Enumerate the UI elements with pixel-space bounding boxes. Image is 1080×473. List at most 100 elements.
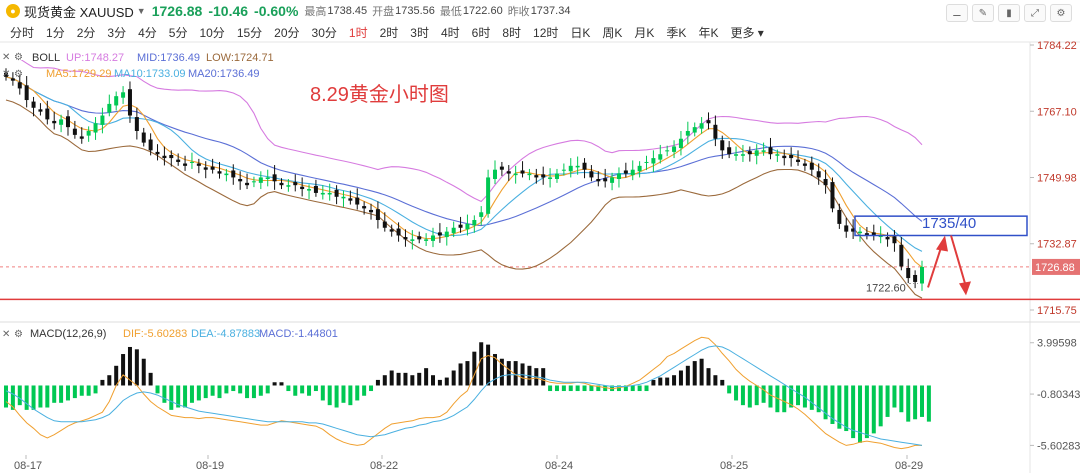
macd-bar-67 [465, 361, 470, 386]
macd-bar-22 [155, 385, 160, 394]
draw-icon[interactable]: ✎ [972, 4, 994, 22]
x-tick-label-5: 08-29 [895, 460, 923, 472]
tab-timeframe-2[interactable]: 2分 [76, 25, 96, 40]
tab-timeframe-8[interactable]: 20分 [274, 25, 300, 40]
macd-bar-121 [837, 385, 842, 429]
tab-timeframe-15[interactable]: 8时 [502, 25, 522, 40]
chart-type-icon[interactable]: ▮ [998, 4, 1020, 22]
candle-body-23 [162, 155, 167, 159]
candle-body-5 [38, 109, 43, 112]
tab-timeframe-20[interactable]: 季K [666, 25, 687, 40]
tab-timeframe-6[interactable]: 10分 [199, 25, 225, 40]
macd-bar-45 [313, 385, 318, 392]
tab-timeframe-7[interactable]: 15分 [236, 25, 263, 40]
macd-bar-132 [913, 385, 918, 420]
macd-bar-123 [851, 385, 856, 439]
candle-body-57 [396, 228, 401, 236]
macd-bar-33 [231, 385, 236, 392]
macd-bar-48 [334, 385, 339, 408]
candle-body-69 [479, 212, 484, 217]
candle-body-30 [210, 166, 215, 170]
macd-bar-124 [858, 385, 863, 443]
macd-bar-28 [196, 385, 201, 401]
macd-bar-60 [417, 372, 422, 386]
macd-bar-65 [451, 370, 456, 386]
current-price-label: 1726.88 [1035, 262, 1075, 274]
macd-bar-102 [706, 368, 711, 386]
chevron-down-icon[interactable]: ▼ [136, 6, 146, 16]
candle-body-35 [245, 182, 250, 186]
macd-bar-66 [458, 363, 463, 386]
fullscreen-icon[interactable]: ⤢ [1024, 4, 1046, 22]
tab-timeframe-1[interactable]: 1分 [46, 25, 65, 40]
boll-upper-line [5, 53, 923, 203]
macd-bar-24 [169, 385, 174, 410]
tab-timeframe-16[interactable]: 12时 [533, 25, 559, 40]
candle-body-42 [293, 182, 298, 186]
macd-bar-85 [589, 385, 594, 392]
macd-bar-34 [238, 385, 243, 394]
candle-body-113 [782, 155, 787, 159]
candle-body-26 [183, 163, 188, 166]
tab-timeframe-17[interactable]: 日K [570, 25, 591, 40]
tab-timeframe-13[interactable]: 4时 [440, 25, 460, 40]
candle-body-48 [334, 189, 339, 197]
tab-timeframe-14[interactable]: 6时 [471, 25, 491, 40]
macd-bar-15 [107, 375, 112, 386]
macd-settings-icon: ⚙ [14, 329, 23, 340]
candle-body-61 [424, 239, 429, 241]
chart-annotation-title: 8.29黄金小时图 [310, 83, 449, 106]
candle-body-74 [513, 173, 518, 176]
tab-timeframe-11[interactable]: 2时 [379, 25, 399, 40]
x-tick-label-2: 08-22 [370, 460, 398, 472]
macd-bar-40 [279, 382, 284, 386]
symbol-name[interactable]: 现货黄金 XAUUSD [24, 4, 134, 20]
settings-icon[interactable]: ⚙ [1050, 4, 1072, 22]
candle-body-9 [65, 116, 70, 128]
macd-bar-119 [823, 385, 828, 420]
macd-bar-25 [176, 385, 181, 408]
tab-timeframe-19[interactable]: 月K [634, 25, 655, 40]
boll-legend-up: UP:1748.27 [66, 52, 124, 64]
macd-bar-110 [761, 385, 766, 403]
tab-timeframe-0[interactable]: 分时 [10, 25, 35, 40]
macd-bar-81 [561, 385, 566, 392]
tab-timeframe-9[interactable]: 30分 [311, 25, 337, 40]
tab-timeframe-22[interactable]: 更多 ▾ [730, 25, 764, 40]
candle-body-1 [10, 78, 15, 81]
macd-bar-29 [203, 385, 208, 399]
macd-bar-87 [603, 385, 608, 392]
boll-legend-mid: MID:1736.49 [137, 52, 200, 64]
quote-header: ● 现货黄金 XAUUSD ▼ 1726.88 -10.46 -0.60% 最高… [0, 0, 1080, 22]
candle-body-93 [644, 161, 649, 163]
candle-body-132 [913, 274, 918, 282]
tab-timeframe-21[interactable]: 年K [698, 25, 719, 40]
indicator-icon[interactable]: ⚊ [946, 4, 968, 22]
candle-body-31 [217, 171, 222, 174]
tab-timeframe-10[interactable]: 1时 [348, 25, 368, 40]
macd-bar-89 [616, 385, 621, 392]
tab-timeframe-4[interactable]: 4分 [138, 25, 157, 40]
macd-bar-23 [162, 385, 167, 403]
prev-close-value: 1737.34 [530, 5, 571, 17]
macd-bar-49 [341, 385, 346, 403]
tab-timeframe-5[interactable]: 5分 [168, 25, 188, 40]
macd-bar-103 [713, 375, 718, 386]
candle-body-128 [885, 237, 890, 240]
timeframe-tabs: 分时 1分 2分 3分 4分 5分 10分 15分 20分 30分 1时 2时 3时 4时 6时 8时 12时日… [0, 22, 764, 42]
candle-body-102 [706, 120, 711, 124]
macd-bar-1 [10, 385, 15, 410]
candle-body-126 [871, 232, 876, 236]
candle-body-72 [499, 166, 504, 170]
tab-timeframe-3[interactable]: 3分 [107, 25, 127, 40]
macd-legend-dif: DIF:-5.60283 [123, 328, 187, 340]
x-tick-label-4: 08-25 [720, 460, 748, 472]
macd-bar-11 [79, 385, 84, 396]
tab-timeframe-18[interactable]: 周K [602, 25, 623, 40]
arrow-down-head [959, 281, 971, 296]
candle-body-104 [720, 140, 725, 151]
candle-body-37 [258, 177, 263, 183]
candle-body-8 [59, 119, 64, 125]
tab-timeframe-12[interactable]: 3时 [410, 25, 429, 40]
